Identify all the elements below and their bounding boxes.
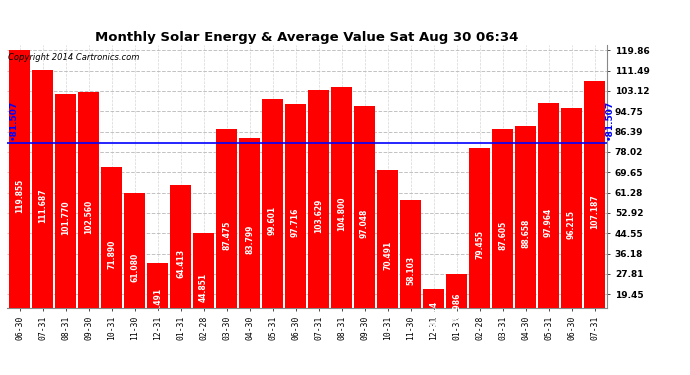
Bar	[262, 99, 284, 342]
Bar	[9, 50, 30, 342]
Text: 97.048: 97.048	[360, 209, 369, 238]
Bar	[331, 87, 353, 342]
Text: Copyright 2014 Cartronics.com: Copyright 2014 Cartronics.com	[8, 53, 139, 62]
Bar	[55, 94, 77, 342]
Bar	[446, 273, 468, 342]
Text: 87.475: 87.475	[222, 220, 231, 250]
Bar	[560, 108, 582, 342]
Text: 61.080: 61.080	[130, 253, 139, 282]
Bar	[491, 129, 513, 342]
Text: 96.215: 96.215	[567, 210, 576, 239]
Bar	[239, 138, 261, 342]
Text: 119.855: 119.855	[15, 179, 24, 213]
Bar	[32, 70, 54, 342]
Text: 64.413: 64.413	[176, 249, 185, 278]
Text: 101.770: 101.770	[61, 201, 70, 235]
Bar	[469, 148, 491, 342]
Text: 97.964: 97.964	[544, 208, 553, 237]
Text: 27.986: 27.986	[452, 293, 461, 322]
Bar	[422, 290, 444, 342]
Bar	[170, 185, 192, 342]
Text: 32.491: 32.491	[153, 288, 162, 316]
Text: 111.687: 111.687	[38, 189, 47, 223]
Text: •81.507: •81.507	[9, 99, 18, 140]
Text: 97.716: 97.716	[291, 208, 300, 237]
Title: Monthly Solar Energy & Average Value Sat Aug 30 06:34: Monthly Solar Energy & Average Value Sat…	[95, 31, 519, 44]
Text: 83.799: 83.799	[245, 225, 254, 254]
Bar	[308, 90, 330, 342]
Text: 79.455: 79.455	[475, 231, 484, 260]
Text: 87.605: 87.605	[498, 220, 507, 250]
Bar	[77, 92, 99, 342]
Text: 21.414: 21.414	[429, 301, 438, 330]
Text: 71.890: 71.890	[107, 240, 116, 269]
Text: 44.851: 44.851	[199, 273, 208, 302]
Bar	[400, 200, 422, 342]
Bar	[124, 193, 146, 342]
Bar	[216, 129, 237, 342]
Text: •81.507: •81.507	[605, 99, 614, 140]
Text: Average  ($): Average ($)	[433, 22, 495, 32]
Text: Monthly  ($): Monthly ($)	[575, 22, 638, 32]
Bar	[284, 104, 306, 342]
Bar	[584, 81, 605, 342]
Bar	[101, 167, 123, 342]
Text: 103.629: 103.629	[314, 198, 323, 233]
Bar	[515, 126, 537, 342]
Text: 99.601: 99.601	[268, 206, 277, 235]
Bar	[193, 232, 215, 342]
Text: 107.187: 107.187	[590, 194, 599, 229]
Text: 88.658: 88.658	[521, 219, 530, 249]
Bar	[146, 262, 168, 342]
Bar	[377, 170, 399, 342]
Text: 104.800: 104.800	[337, 197, 346, 231]
Bar	[538, 104, 560, 342]
Text: 58.103: 58.103	[406, 256, 415, 285]
Bar	[353, 106, 375, 342]
Text: 102.560: 102.560	[84, 200, 93, 234]
Text: 70.491: 70.491	[383, 241, 392, 270]
